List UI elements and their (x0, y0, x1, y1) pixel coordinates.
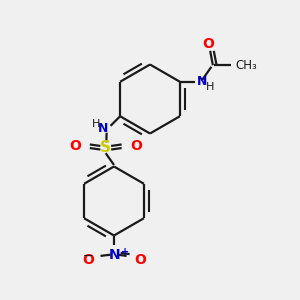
Text: N: N (109, 248, 121, 262)
Text: O: O (130, 139, 142, 153)
Text: H: H (92, 119, 100, 129)
Text: CH₃: CH₃ (236, 59, 257, 72)
Text: H: H (206, 82, 214, 92)
Text: O: O (82, 253, 94, 266)
Text: N: N (196, 75, 207, 88)
Text: O: O (202, 37, 214, 51)
Text: O: O (69, 139, 81, 153)
Text: S: S (100, 140, 111, 155)
Text: +: + (121, 247, 129, 256)
Text: −: − (82, 250, 93, 263)
Text: O: O (134, 253, 146, 266)
Text: N: N (98, 122, 108, 135)
